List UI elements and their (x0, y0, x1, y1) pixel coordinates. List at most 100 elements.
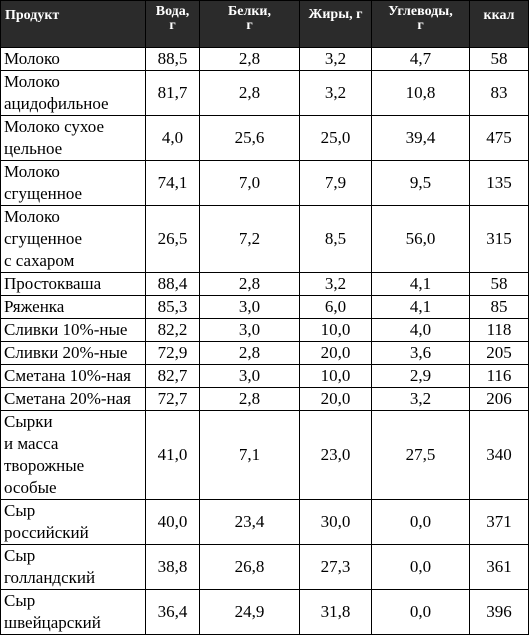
protein-cell: 26,8 (199, 544, 300, 590)
table-header: Продукт Вода, г Белки, г Жиры, г Углевод… (0, 0, 529, 48)
water-cell: 72,9 (145, 341, 200, 365)
table-row: Сливки 10%-ные 82,2 3,0 10,0 4,0 118 (0, 318, 529, 342)
carbs-cell: 9,5 (371, 160, 470, 206)
fat-cell: 8,5 (299, 205, 372, 273)
protein-cell: 7,2 (199, 205, 300, 273)
fat-cell: 3,2 (299, 272, 372, 296)
protein-cell: 7,0 (199, 160, 300, 206)
product-name-cell: Сметана 20%-ная (0, 387, 146, 411)
fat-cell: 20,0 (299, 341, 372, 365)
fat-cell: 10,0 (299, 318, 372, 342)
table-row: Сметана 20%-ная 72,7 2,8 20,0 3,2 206 (0, 387, 529, 411)
product-name-cell: Молоко сгущенное (0, 160, 146, 206)
carbs-cell: 4,1 (371, 295, 470, 319)
product-name-cell: Сыр голландский (0, 544, 146, 590)
kcal-cell: 118 (469, 318, 529, 342)
table-row: Сырки и масса творожные особые 41,0 7,1 23,… (0, 410, 529, 500)
carbs-cell: 0,0 (371, 544, 470, 590)
carbs-cell: 0,0 (371, 499, 470, 545)
carbs-cell: 4,0 (371, 318, 470, 342)
kcal-cell: 340 (469, 410, 529, 500)
water-cell: 82,7 (145, 364, 200, 388)
fat-cell: 20,0 (299, 387, 372, 411)
header-water: Вода, г (145, 0, 200, 48)
protein-cell: 2,8 (199, 70, 300, 116)
water-cell: 82,2 (145, 318, 200, 342)
kcal-cell: 205 (469, 341, 529, 365)
carbs-cell: 0,0 (371, 589, 470, 635)
table-row: Молоко сгущенное с сахаром 26,5 7,2 8,5 56,0… (0, 205, 529, 273)
table-row: Ряженка 85,3 3,0 6,0 4,1 85 (0, 295, 529, 319)
water-cell: 81,7 (145, 70, 200, 116)
protein-cell: 3,0 (199, 318, 300, 342)
table-body: Молоко 88,5 2,8 3,2 4,7 58 Молоко ацидофильное… (0, 47, 529, 635)
carbs-cell: 4,1 (371, 272, 470, 296)
fat-cell: 23,0 (299, 410, 372, 500)
kcal-cell: 206 (469, 387, 529, 411)
water-cell: 72,7 (145, 387, 200, 411)
table-row: Молоко сухое цельное 4,0 25,6 25,0 39,4 475 (0, 115, 529, 161)
kcal-cell: 396 (469, 589, 529, 635)
product-name-cell: Ряженка (0, 295, 146, 319)
product-name-cell: Сырки и масса творожные особые (0, 410, 146, 500)
kcal-cell: 85 (469, 295, 529, 319)
carbs-cell: 3,6 (371, 341, 470, 365)
fat-cell: 27,3 (299, 544, 372, 590)
fat-cell: 7,9 (299, 160, 372, 206)
protein-cell: 3,0 (199, 295, 300, 319)
protein-cell: 2,8 (199, 341, 300, 365)
product-name-cell: Простокваша (0, 272, 146, 296)
protein-cell: 7,1 (199, 410, 300, 500)
water-cell: 26,5 (145, 205, 200, 273)
protein-cell: 24,9 (199, 589, 300, 635)
header-carbs-label: Углеводы, г (388, 4, 453, 33)
product-name-cell: Молоко (0, 47, 146, 71)
protein-cell: 23,4 (199, 499, 300, 545)
product-name-cell: Молоко сгущенное с сахаром (0, 205, 146, 273)
kcal-cell: 361 (469, 544, 529, 590)
water-cell: 88,5 (145, 47, 200, 71)
fat-cell: 31,8 (299, 589, 372, 635)
water-cell: 88,4 (145, 272, 200, 296)
fat-cell: 3,2 (299, 47, 372, 71)
protein-cell: 2,8 (199, 387, 300, 411)
kcal-cell: 475 (469, 115, 529, 161)
fat-cell: 6,0 (299, 295, 372, 319)
water-cell: 74,1 (145, 160, 200, 206)
kcal-cell: 135 (469, 160, 529, 206)
header-kcal: ккал (469, 0, 529, 48)
fat-cell: 25,0 (299, 115, 372, 161)
table-row: Простокваша 88,4 2,8 3,2 4,1 58 (0, 272, 529, 296)
header-row: Продукт Вода, г Белки, г Жиры, г Углевод… (0, 0, 529, 48)
carbs-cell: 39,4 (371, 115, 470, 161)
carbs-cell: 4,7 (371, 47, 470, 71)
product-name-cell: Сливки 10%-ные (0, 318, 146, 342)
table-row: Молоко 88,5 2,8 3,2 4,7 58 (0, 47, 529, 71)
table-row: Сливки 20%-ные 72,9 2,8 20,0 3,6 205 (0, 341, 529, 365)
product-name-cell: Сливки 20%-ные (0, 341, 146, 365)
kcal-cell: 116 (469, 364, 529, 388)
carbs-cell: 10,8 (371, 70, 470, 116)
header-water-label: Вода, г (155, 4, 190, 33)
product-name-cell: Молоко сухое цельное (0, 115, 146, 161)
water-cell: 85,3 (145, 295, 200, 319)
product-name-cell: Сыр российский (0, 499, 146, 545)
header-fat: Жиры, г (299, 0, 372, 48)
kcal-cell: 58 (469, 272, 529, 296)
fat-cell: 10,0 (299, 364, 372, 388)
carbs-cell: 3,2 (371, 387, 470, 411)
kcal-cell: 58 (469, 47, 529, 71)
water-cell: 38,8 (145, 544, 200, 590)
header-protein-label: Белки, г (228, 4, 271, 33)
header-product: Продукт (0, 0, 146, 48)
protein-cell: 3,0 (199, 364, 300, 388)
carbs-cell: 27,5 (371, 410, 470, 500)
table-row: Сыр швейцарский 36,4 24,9 31,8 0,0 396 (0, 589, 529, 635)
product-name-cell: Сметана 10%-ная (0, 364, 146, 388)
kcal-cell: 315 (469, 205, 529, 273)
fat-cell: 30,0 (299, 499, 372, 545)
table-row: Молоко сгущенное 74,1 7,0 7,9 9,5 135 (0, 160, 529, 206)
water-cell: 40,0 (145, 499, 200, 545)
table-row: Сыр российский 40,0 23,4 30,0 0,0 371 (0, 499, 529, 545)
